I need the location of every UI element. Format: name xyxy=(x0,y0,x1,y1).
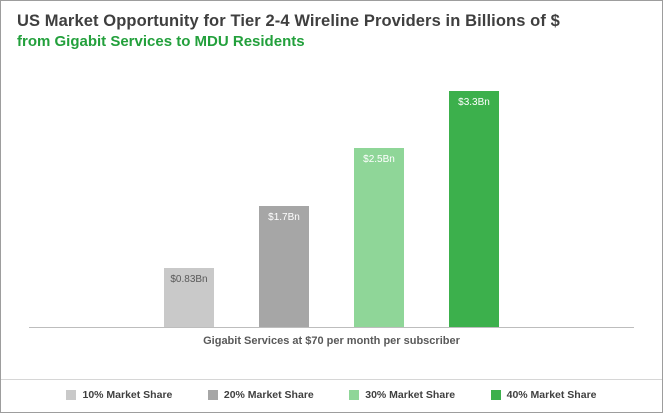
x-axis-label: Gigabit Services at $70 per month per su… xyxy=(203,334,460,347)
legend-item-1: 10% Market Share xyxy=(66,389,172,401)
page-title: US Market Opportunity for Tier 2-4 Wirel… xyxy=(17,12,560,30)
legend: 10% Market Share 20% Market Share 30% Mark… xyxy=(1,379,662,412)
legend-item-2: 20% Market Share xyxy=(207,389,314,401)
bar-1: $0.83Bn xyxy=(164,267,214,327)
bar-4: $3.3Bn xyxy=(449,90,499,327)
legend-label: 30% Market Share xyxy=(365,389,456,401)
legend-label: 20% Market Share xyxy=(223,389,314,401)
bar-value-label: $3.3Bn xyxy=(458,96,490,108)
legend-swatch-icon xyxy=(490,390,501,400)
bar-value-label: $1.7Bn xyxy=(268,211,300,223)
bar-chart-plot-area: $0.83Bn $1.7Bn $2.5Bn $3.3Bn xyxy=(29,77,634,328)
legend-swatch-icon xyxy=(207,390,218,400)
bar-value-label: $0.83Bn xyxy=(170,273,208,285)
legend-label: 10% Market Share xyxy=(82,389,173,401)
legend-swatch-icon xyxy=(349,390,360,400)
title-block: US Market Opportunity for Tier 2-4 Wirel… xyxy=(1,1,662,53)
bar-value-label: $2.5Bn xyxy=(363,153,395,165)
legend-item-3: 30% Market Share xyxy=(349,389,455,401)
legend-swatch-icon xyxy=(66,390,77,400)
bar-3: $2.5Bn xyxy=(354,147,404,327)
bar-2: $1.7Bn xyxy=(259,205,309,327)
bars-container: $0.83Bn $1.7Bn $2.5Bn $3.3Bn xyxy=(29,77,634,327)
legend-label: 40% Market Share xyxy=(506,389,597,401)
legend-item-4: 40% Market Share xyxy=(490,389,597,401)
page-subtitle: from Gigabit Services to MDU Residents xyxy=(17,33,305,51)
